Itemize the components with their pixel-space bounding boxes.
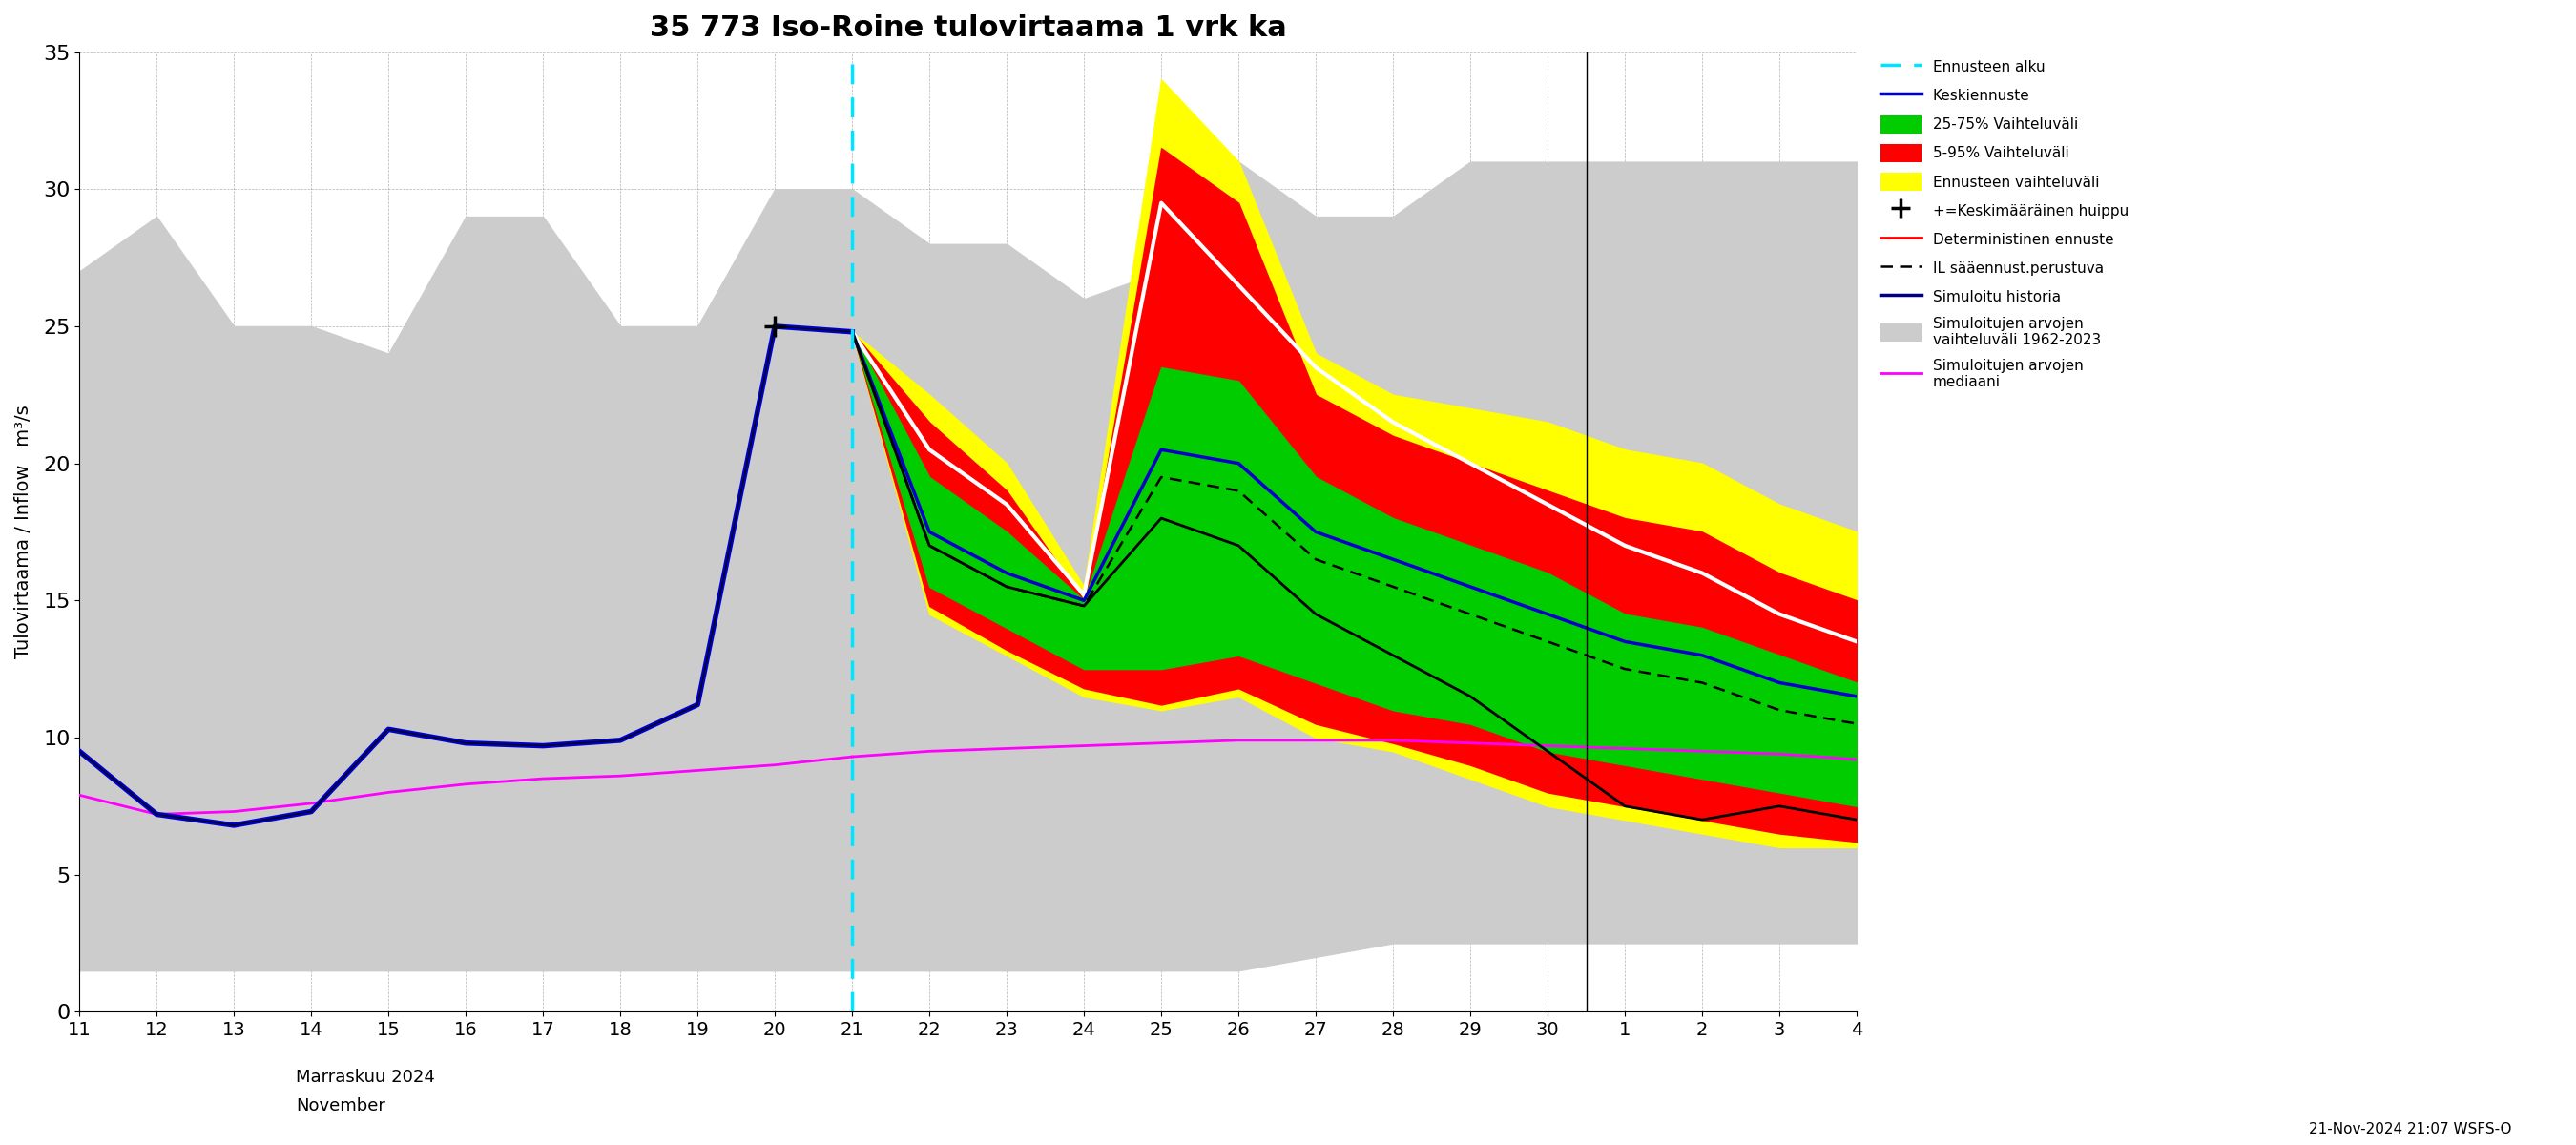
Text: 21-Nov-2024 21:07 WSFS-O: 21-Nov-2024 21:07 WSFS-O [2308, 1122, 2512, 1136]
Text: November: November [296, 1097, 386, 1114]
Legend: Ennusteen alku, Keskiennuste, 25-75% Vaihteluväli, 5-95% Vaihteluväli, Ennusteen: Ennusteen alku, Keskiennuste, 25-75% Vai… [1875, 53, 2136, 395]
Y-axis label: Tulovirtaama / Inflow   m³/s: Tulovirtaama / Inflow m³/s [15, 405, 33, 658]
Text: Marraskuu 2024: Marraskuu 2024 [296, 1068, 435, 1085]
Title: 35 773 Iso-Roine tulovirtaama 1 vrk ka: 35 773 Iso-Roine tulovirtaama 1 vrk ka [649, 14, 1285, 42]
